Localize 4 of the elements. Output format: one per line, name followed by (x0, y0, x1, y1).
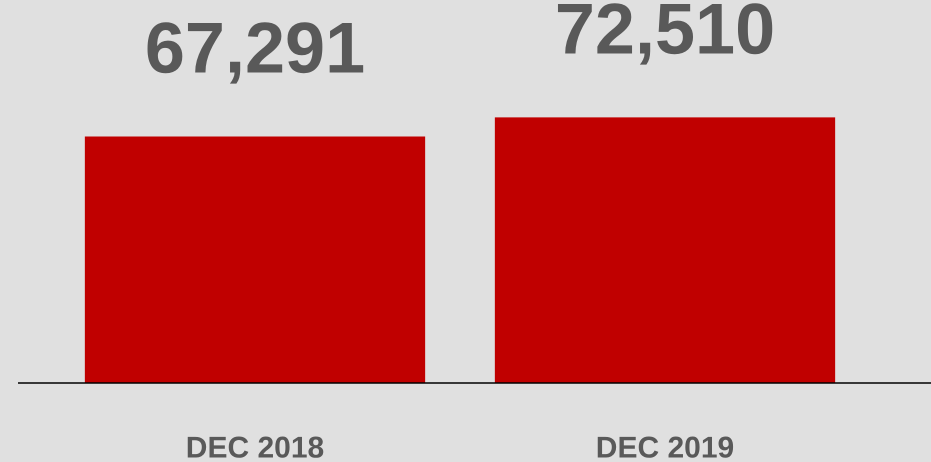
x-tick-label: DEC 2018 (186, 431, 324, 462)
data-label: 67,291 (144, 8, 366, 89)
data-label: 72,510 (554, 0, 776, 70)
x-tick-label: DEC 2019 (596, 431, 734, 462)
